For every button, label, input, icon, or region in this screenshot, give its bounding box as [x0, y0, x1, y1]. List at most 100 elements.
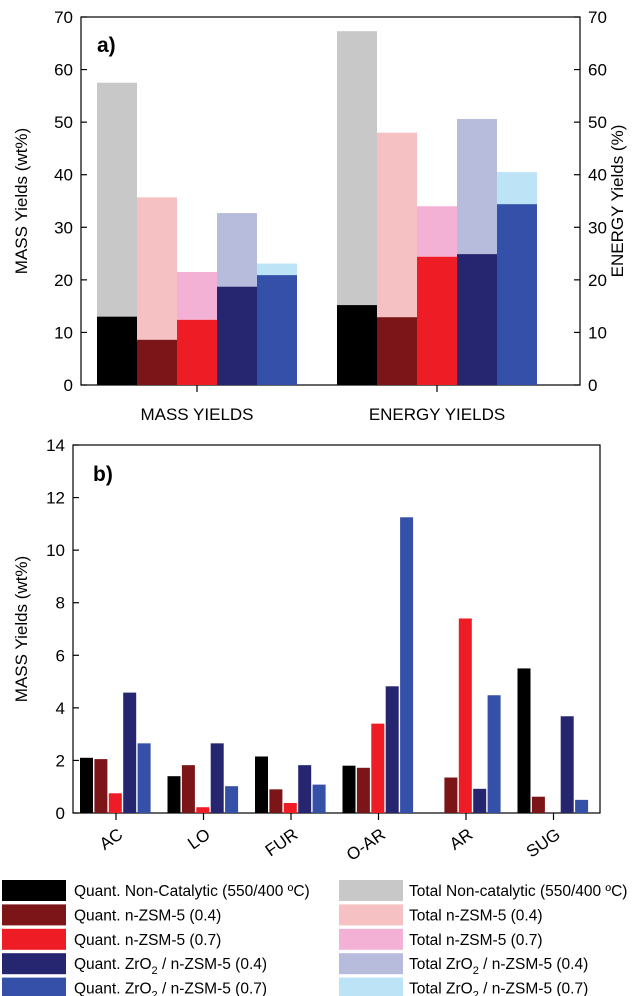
bar — [255, 756, 268, 813]
legend-swatch — [2, 904, 66, 926]
legend-label: Total n-ZSM-5 (0.4) — [409, 907, 543, 924]
legend-label: Total Non-catalytic (550/400 ºC) — [409, 883, 627, 900]
panel-b-frame — [72, 444, 601, 814]
bar — [298, 765, 312, 813]
legend-label: Quant. ZrO2 / n-ZSM-5 (0.4) — [74, 956, 267, 977]
x-tick-label: O-AR — [343, 825, 389, 865]
bar-total — [97, 82, 137, 317]
bar-quant — [97, 316, 137, 385]
bar — [385, 686, 399, 813]
bar — [137, 743, 151, 813]
bar-quant — [377, 317, 417, 385]
y-axis-title-right: ENERGY Yields (%) — [608, 125, 627, 278]
legend-swatch — [2, 953, 66, 975]
bar — [181, 765, 195, 813]
x-tick-label: SUG — [523, 825, 564, 862]
x-tick-label: AR — [446, 825, 476, 854]
bar — [487, 695, 501, 813]
legend-label: Quant. n-ZSM-5 (0.4) — [74, 907, 221, 924]
bar-total — [257, 263, 297, 276]
bar — [444, 777, 458, 813]
legend-label: Quant. n-ZSM-5 (0.7) — [74, 932, 221, 949]
legend-label: Quant. ZrO2 / n-ZSM-5 (0.7) — [74, 981, 267, 996]
bar-quant — [257, 275, 297, 385]
bar-total — [377, 132, 417, 318]
bar-total — [417, 206, 457, 257]
legend-swatch — [339, 977, 403, 996]
y-tick-label-left: 20 — [54, 271, 73, 290]
bar — [312, 784, 326, 813]
bar — [108, 793, 122, 813]
bar-quant — [457, 254, 497, 385]
bar-total — [497, 172, 537, 205]
y-tick-label-right: 70 — [588, 8, 607, 27]
y-tick-label: 12 — [46, 489, 65, 508]
bar-total — [337, 31, 377, 306]
panel-a-chart: 0 0 10 10 20 20 30 30 40 40 50 50 60 60 70 70 MASS Yield… — [12, 8, 627, 424]
bar-quant — [217, 286, 257, 385]
y-tick-label-right: 10 — [588, 323, 607, 342]
y-tick-label-right: 30 — [588, 218, 607, 237]
y-tick-label: 2 — [56, 751, 65, 770]
bar — [400, 517, 414, 813]
bar-total — [177, 271, 217, 320]
bar-quant — [137, 339, 177, 385]
panel-label: b) — [93, 463, 113, 486]
bar — [225, 786, 239, 813]
x-tick-label: MASS YIELDS — [140, 405, 253, 424]
bar — [458, 618, 472, 813]
y-tick-label: 8 — [56, 594, 65, 613]
bar — [167, 776, 181, 813]
bar — [356, 767, 370, 813]
legend-label: Total n-ZSM-5 (0.7) — [409, 932, 543, 949]
bar — [517, 668, 531, 813]
y-tick-label: 14 — [46, 436, 65, 455]
bar-total — [137, 197, 177, 340]
legend-swatch — [339, 928, 403, 950]
y-axis-title: MASS Yields (wt%) — [12, 556, 31, 702]
y-tick-label-right: 60 — [588, 61, 607, 80]
y-tick-label-right: 40 — [588, 166, 607, 185]
y-tick-label-left: 10 — [54, 323, 73, 342]
legend-swatch — [2, 928, 66, 950]
panel-label: a) — [97, 34, 116, 57]
bar-quant — [417, 256, 457, 385]
bar — [123, 692, 137, 813]
bar — [342, 765, 356, 813]
bar-quant — [177, 319, 217, 385]
y-tick-label-left: 50 — [54, 113, 73, 132]
y-tick-label-right: 50 — [588, 113, 607, 132]
y-tick-label-left: 0 — [64, 376, 73, 395]
bar — [531, 796, 545, 813]
legend-swatch — [2, 880, 66, 901]
x-tick-label: LO — [184, 825, 213, 854]
bar — [196, 807, 210, 813]
legend-swatch — [2, 977, 66, 996]
x-tick-label: FUR — [262, 825, 302, 861]
x-tick-label: AC — [96, 825, 126, 854]
bar — [371, 723, 385, 813]
legend-swatch — [339, 904, 403, 926]
legend-swatch — [339, 953, 403, 975]
bar — [269, 789, 283, 813]
y-tick-label-right: 20 — [588, 271, 607, 290]
legend-label: Total ZrO2 / n-ZSM-5 (0.7) — [409, 981, 588, 996]
y-axis-title-left: MASS Yields (wt%) — [12, 128, 31, 274]
panel-a-frame — [80, 16, 581, 386]
legend-label: Quant. Non-Catalytic (550/400 ºC) — [74, 883, 310, 900]
bar — [80, 757, 93, 813]
y-tick-label-right: 0 — [588, 376, 597, 395]
y-tick-label: 6 — [56, 646, 65, 665]
bar-total — [217, 213, 257, 287]
y-tick-label-left: 40 — [54, 166, 73, 185]
x-tick-label: ENERGY YIELDS — [369, 405, 505, 424]
y-tick-label: 10 — [46, 541, 65, 560]
bar-total — [457, 118, 497, 255]
y-tick-label: 0 — [56, 804, 65, 823]
bar — [473, 788, 487, 813]
legend-label: Total ZrO2 / n-ZSM-5 (0.4) — [409, 956, 588, 977]
bar — [560, 716, 574, 813]
bar — [94, 759, 108, 813]
bar-quant — [337, 305, 377, 385]
